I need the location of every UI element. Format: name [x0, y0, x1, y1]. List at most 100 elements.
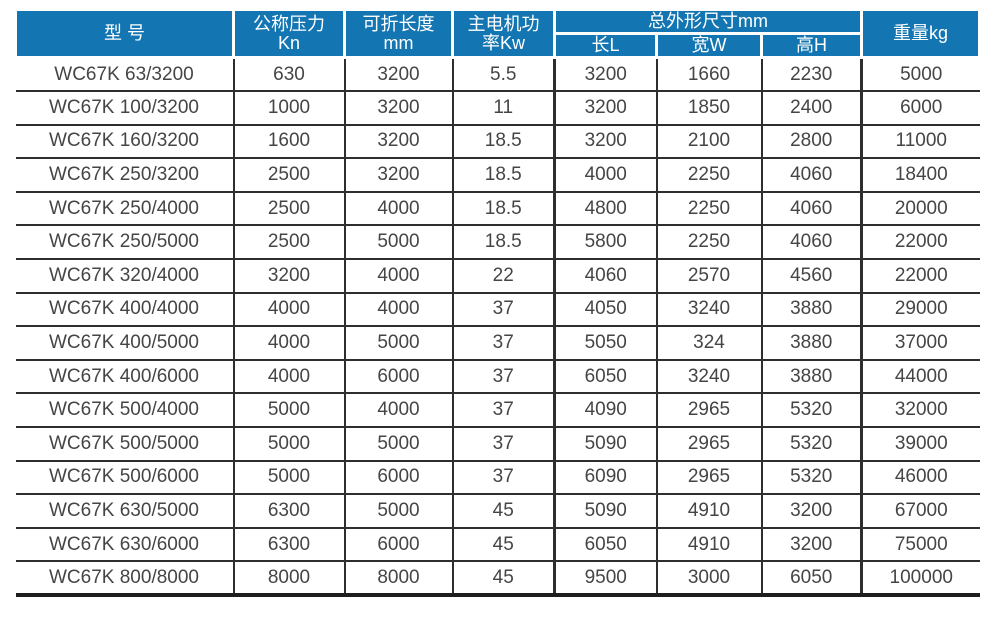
value-cell: 6000 — [343, 460, 453, 496]
value-cell: 630 — [232, 57, 345, 93]
value-cell: 4090 — [553, 393, 657, 429]
value-cell: 3200 — [760, 494, 862, 529]
col-header-dim-width: 宽W — [655, 32, 763, 59]
table-row: WC67K 400/6000 4000 6000 37 6050 3240 3880 4400… — [15, 359, 980, 395]
value-cell: 1600 — [232, 124, 345, 160]
model-cell: WC67K 320/4000 — [15, 259, 234, 294]
value-cell: 3200 — [343, 158, 453, 193]
value-cell: 6000 — [860, 91, 980, 126]
value-cell: 5800 — [553, 225, 657, 261]
value-cell: 3880 — [760, 292, 862, 328]
col-header-weight: 重量kg — [860, 8, 981, 59]
value-cell: 22 — [451, 259, 555, 294]
value-cell: 4910 — [655, 494, 762, 529]
value-cell: 2400 — [760, 91, 862, 126]
value-cell: 3200 — [553, 91, 657, 126]
value-cell: 5320 — [760, 460, 862, 496]
value-cell: 3200 — [343, 124, 453, 160]
value-cell: 29000 — [860, 292, 980, 328]
value-cell: 6090 — [553, 460, 657, 496]
value-cell: 4000 — [553, 158, 657, 193]
model-cell: WC67K 500/6000 — [15, 460, 234, 496]
value-cell: 37 — [451, 326, 555, 361]
col-header-model-label: 型 号 — [103, 23, 145, 43]
value-cell: 100000 — [860, 561, 980, 597]
col-header-motor-power: 主电机功 率Kw — [451, 8, 556, 59]
value-cell: 2250 — [655, 191, 762, 227]
table-row: WC67K 800/8000 8000 8000 45 9500 3000 6050 1000… — [15, 561, 980, 597]
value-cell: 37000 — [860, 326, 980, 361]
table-row: WC67K 400/5000 4000 5000 37 5050 324 3880 37000 — [15, 326, 980, 361]
col-header-pressure: 公称压力 Kn — [232, 8, 346, 59]
model-cell: WC67K 500/5000 — [15, 427, 234, 462]
value-cell: 32000 — [860, 393, 980, 429]
value-cell: 6050 — [553, 359, 657, 395]
value-cell: 6000 — [343, 359, 453, 395]
model-cell: WC67K 400/4000 — [15, 292, 234, 328]
value-cell: 4560 — [760, 259, 862, 294]
value-cell: 2800 — [760, 124, 862, 160]
value-cell: 4800 — [553, 191, 657, 227]
value-cell: 8000 — [343, 561, 453, 597]
value-cell: 3200 — [553, 57, 657, 93]
value-cell: 4000 — [343, 259, 453, 294]
col-header-dimensions-group: 总外形尺寸mm — [553, 8, 863, 35]
value-cell: 5000 — [343, 225, 453, 261]
value-cell: 3200 — [343, 91, 453, 126]
value-cell: 3200 — [343, 57, 453, 93]
table-row: WC67K 250/3200 2500 3200 18.5 4000 2250 4060 18… — [15, 158, 980, 193]
value-cell: 5000 — [343, 427, 453, 462]
col-header-dim-length: 长L — [553, 32, 658, 59]
value-cell: 5.5 — [451, 57, 555, 93]
value-cell: 1000 — [232, 91, 345, 126]
value-cell: 18.5 — [451, 124, 555, 160]
value-cell: 2250 — [655, 225, 762, 261]
table-row: WC67K 400/4000 4000 4000 37 4050 3240 3880 2900… — [15, 292, 980, 328]
value-cell: 45 — [451, 494, 555, 529]
model-cell: WC67K 500/4000 — [15, 393, 234, 429]
value-cell: 44000 — [860, 359, 980, 395]
value-cell: 37 — [451, 359, 555, 395]
value-cell: 5000 — [232, 460, 345, 496]
model-cell: WC67K 630/5000 — [15, 494, 234, 529]
value-cell: 6050 — [760, 561, 862, 597]
value-cell: 5000 — [343, 326, 453, 361]
value-cell: 5000 — [232, 427, 345, 462]
value-cell: 6300 — [232, 494, 345, 529]
value-cell: 4050 — [553, 292, 657, 328]
value-cell: 3240 — [655, 359, 762, 395]
value-cell: 18.5 — [451, 158, 555, 193]
table-row: WC67K 160/3200 1600 3200 18.5 3200 2100 2800 11… — [15, 124, 980, 160]
value-cell: 75000 — [860, 527, 980, 563]
value-cell: 3000 — [655, 561, 762, 597]
table-row: WC67K 100/3200 1000 3200 11 3200 1850 2400 6000 — [15, 91, 980, 126]
value-cell: 46000 — [860, 460, 980, 496]
value-cell: 2570 — [655, 259, 762, 294]
value-cell: 2965 — [655, 393, 762, 429]
value-cell: 5320 — [760, 427, 862, 462]
table-row: WC67K 500/6000 5000 6000 37 6090 2965 5320 4600… — [15, 460, 980, 496]
model-cell: WC67K 100/3200 — [15, 91, 234, 126]
value-cell: 324 — [655, 326, 762, 361]
table-row: WC67K 500/5000 5000 5000 37 5090 2965 5320 3900… — [15, 427, 980, 462]
value-cell: 3240 — [655, 292, 762, 328]
table-body: WC67K 63/3200 630 3200 5.5 3200 1660 2230 5000 W… — [15, 57, 980, 597]
model-cell: WC67K 400/6000 — [15, 359, 234, 395]
value-cell: 4060 — [553, 259, 657, 294]
value-cell: 18400 — [860, 158, 980, 193]
value-cell: 2965 — [655, 427, 762, 462]
value-cell: 4000 — [232, 326, 345, 361]
col-header-dim-height: 高H — [760, 32, 863, 59]
value-cell: 4000 — [232, 292, 345, 328]
value-cell: 45 — [451, 561, 555, 597]
value-cell: 37 — [451, 460, 555, 496]
model-cell: WC67K 630/6000 — [15, 527, 234, 563]
value-cell: 22000 — [860, 259, 980, 294]
value-cell: 5000 — [232, 393, 345, 429]
value-cell: 2230 — [760, 57, 862, 93]
value-cell: 11 — [451, 91, 555, 126]
value-cell: 4060 — [760, 191, 862, 227]
model-cell: WC67K 250/5000 — [15, 225, 234, 261]
table-row: WC67K 250/4000 2500 4000 18.5 4800 2250 4060 20… — [15, 191, 980, 227]
value-cell: 1850 — [655, 91, 762, 126]
